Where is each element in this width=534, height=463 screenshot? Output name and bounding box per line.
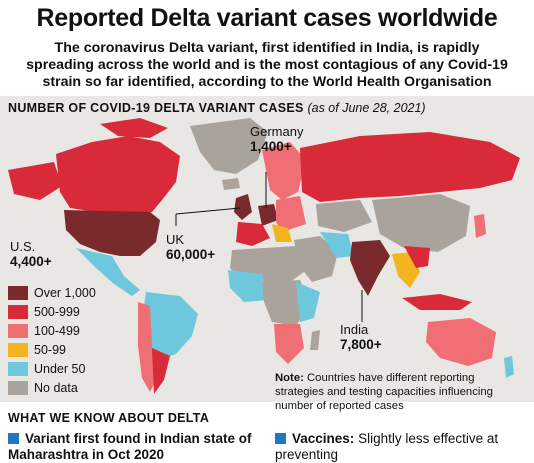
label-us: U.S. 4,400+ — [10, 239, 52, 269]
region-balkans — [272, 224, 292, 242]
label-us-value: 4,400+ — [10, 254, 52, 269]
region-europe-west — [236, 222, 270, 246]
region-india — [350, 240, 390, 296]
region-east-africa — [296, 282, 320, 322]
legend-label: 100-499 — [34, 323, 80, 338]
region-europe-east — [276, 196, 306, 232]
label-germany-value: 1,400+ — [250, 139, 292, 154]
region-indonesia — [402, 294, 472, 310]
label-uk: UK 60,000+ — [166, 232, 215, 262]
region-brazil — [142, 292, 198, 360]
legend-swatch — [8, 342, 28, 357]
region-central-asia — [316, 200, 372, 232]
legend-item: No data — [8, 378, 96, 397]
region-iceland — [222, 178, 240, 190]
bullet-square-icon — [8, 433, 19, 444]
legend-swatch — [8, 323, 28, 338]
label-us-name: U.S. — [10, 239, 36, 254]
map-legend: Over 1,000 500-999 100-499 50-99 Under 5… — [8, 283, 96, 397]
label-india: India 7,800+ — [340, 322, 382, 352]
map-note: Note: Countries have different reporting… — [275, 371, 515, 413]
label-germany: Germany 1,400+ — [250, 124, 303, 154]
map-section-title: NUMBER OF COVID-19 DELTA VARIANT CASES (… — [8, 101, 426, 115]
map-section-date: (as of June 28, 2021) — [307, 101, 426, 115]
note-text: Countries have different reporting strat… — [275, 372, 493, 412]
region-indochina — [404, 246, 430, 268]
region-mexico — [76, 248, 140, 296]
delta-heading: WHAT WE KNOW ABOUT DELTA — [8, 411, 210, 425]
legend-item: 50-99 — [8, 340, 96, 359]
region-madagascar — [310, 330, 320, 350]
region-middle-east — [294, 236, 338, 282]
fact-origin-text: Variant first found in Indian state of M… — [8, 431, 252, 462]
region-china — [372, 194, 470, 252]
region-germany — [258, 204, 278, 226]
legend-swatch — [8, 285, 28, 300]
legend-swatch — [8, 361, 28, 376]
region-greenland — [190, 118, 268, 174]
legend-label: 50-99 — [34, 342, 66, 357]
note-label: Note: — [275, 372, 304, 384]
region-canada-islands — [100, 118, 168, 138]
label-india-value: 7,800+ — [340, 337, 382, 352]
region-iran — [320, 232, 354, 258]
label-germany-name: Germany — [250, 124, 304, 139]
region-australia — [426, 318, 496, 366]
page-subtitle: The coronavirus Delta variant, first ide… — [26, 40, 508, 90]
region-scandinavia — [262, 142, 306, 200]
legend-item: 500-999 — [8, 302, 96, 321]
region-southern-africa — [274, 324, 304, 364]
legend-label: Over 1,000 — [34, 285, 96, 300]
fact-vaccines-text: Slightly less effective at preventing — [275, 431, 499, 462]
world-map — [8, 118, 520, 394]
region-usa — [64, 210, 160, 256]
map-section-caption: NUMBER OF COVID-19 DELTA VARIANT CASES — [8, 101, 308, 115]
legend-label: Under 50 — [34, 361, 86, 376]
region-alaska — [8, 162, 62, 200]
legend-item: 100-499 — [8, 321, 96, 340]
fact-vaccines: Vaccines: Slightly less effective at pre… — [275, 431, 525, 463]
region-new-zealand — [504, 356, 514, 378]
fact-vaccines-label: Vaccines: — [292, 431, 355, 446]
region-argentina — [152, 348, 170, 394]
legend-item: Over 1,000 — [8, 283, 96, 302]
legend-item: Under 50 — [8, 359, 96, 378]
region-uk — [234, 194, 252, 220]
legend-label: No data — [34, 380, 78, 395]
region-west-africa — [228, 270, 268, 302]
page-title: Reported Delta variant cases worldwide — [36, 4, 498, 32]
region-japan — [474, 214, 486, 238]
uk-leader-line — [175, 207, 241, 215]
region-canada — [56, 136, 180, 214]
legend-swatch — [8, 380, 28, 395]
region-russia — [300, 132, 520, 202]
label-india-name: India — [340, 322, 369, 337]
legend-label: 500-999 — [34, 304, 80, 319]
legend-swatch — [8, 304, 28, 319]
bullet-square-icon — [275, 433, 286, 444]
label-uk-value: 60,000+ — [166, 247, 216, 262]
label-uk-name: UK — [166, 232, 185, 247]
fact-origin: Variant first found in Indian state of M… — [8, 431, 268, 463]
